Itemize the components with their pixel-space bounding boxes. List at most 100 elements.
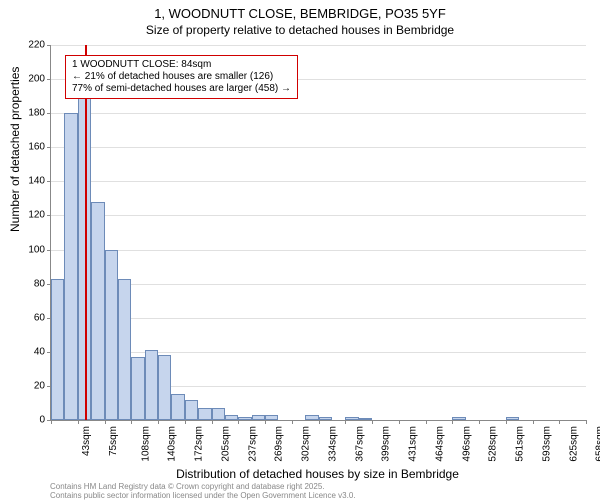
x-tick-mark	[238, 420, 239, 424]
x-tick-mark	[265, 420, 266, 424]
x-tick-label: 399sqm	[381, 426, 392, 462]
bar	[252, 415, 265, 420]
attribution-line-2: Contains public sector information licen…	[50, 492, 356, 501]
gridline	[51, 284, 586, 285]
bar	[105, 250, 118, 420]
marker-line	[85, 45, 87, 420]
bar	[185, 400, 198, 420]
x-tick-mark	[586, 420, 587, 424]
bar	[131, 357, 144, 420]
bar	[64, 113, 77, 420]
x-tick-mark	[506, 420, 507, 424]
y-tick-mark	[47, 181, 51, 182]
x-tick-mark	[78, 420, 79, 424]
x-tick-mark	[131, 420, 132, 424]
x-tick-mark	[292, 420, 293, 424]
x-tick-label: 367sqm	[354, 426, 365, 462]
bar	[118, 279, 131, 420]
gridline	[51, 318, 586, 319]
x-tick-label: 172sqm	[194, 426, 205, 462]
x-tick-mark	[185, 420, 186, 424]
bar	[212, 408, 225, 420]
bar	[238, 417, 251, 420]
bar	[51, 279, 64, 420]
x-tick-label: 205sqm	[220, 426, 231, 462]
x-tick-label: 496sqm	[461, 426, 472, 462]
legend-box: 1 WOODNUTT CLOSE: 84sqm ← 21% of detache…	[65, 55, 298, 99]
x-tick-label: 625sqm	[568, 426, 579, 462]
x-tick-mark	[319, 420, 320, 424]
x-tick-label: 43sqm	[81, 426, 92, 456]
x-tick-label: 108sqm	[140, 426, 151, 462]
y-tick-label: 20	[34, 380, 45, 391]
x-tick-mark	[345, 420, 346, 424]
x-tick-label: 334sqm	[327, 426, 338, 462]
x-tick-label: 140sqm	[167, 426, 178, 462]
y-tick-mark	[47, 215, 51, 216]
x-tick-label: 237sqm	[247, 426, 258, 462]
chart-subtitle: Size of property relative to detached ho…	[0, 23, 600, 37]
legend-line-3: 77% of semi-detached houses are larger (…	[72, 83, 291, 95]
bar	[359, 418, 372, 420]
x-tick-label: 528sqm	[488, 426, 499, 462]
legend-line-2: ← 21% of detached houses are smaller (12…	[72, 71, 291, 83]
y-tick-label: 160	[28, 142, 45, 153]
gridline	[51, 352, 586, 353]
x-tick-label: 464sqm	[434, 426, 445, 462]
bar	[305, 415, 318, 420]
gridline	[51, 181, 586, 182]
y-tick-mark	[47, 250, 51, 251]
x-tick-label: 302sqm	[301, 426, 312, 462]
x-tick-label: 561sqm	[515, 426, 526, 462]
chart-title: 1, WOODNUTT CLOSE, BEMBRIDGE, PO35 5YF	[0, 6, 600, 21]
bar	[158, 355, 171, 420]
x-tick-mark	[559, 420, 560, 424]
bar	[145, 350, 158, 420]
x-tick-mark	[212, 420, 213, 424]
y-tick-label: 40	[34, 346, 45, 357]
bar	[319, 417, 332, 420]
attribution: Contains HM Land Registry data © Crown c…	[50, 483, 356, 501]
x-tick-mark	[372, 420, 373, 424]
y-axis-label: Number of detached properties	[8, 67, 22, 232]
gridline	[51, 250, 586, 251]
x-tick-mark	[399, 420, 400, 424]
y-tick-label: 100	[28, 244, 45, 255]
bar	[225, 415, 238, 420]
x-tick-mark	[105, 420, 106, 424]
y-tick-mark	[47, 79, 51, 80]
y-tick-label: 220	[28, 40, 45, 51]
y-tick-label: 80	[34, 278, 45, 289]
legend-line-1: 1 WOODNUTT CLOSE: 84sqm	[72, 59, 291, 71]
gridline	[51, 215, 586, 216]
y-tick-label: 140	[28, 176, 45, 187]
bar	[345, 417, 358, 420]
x-tick-label: 269sqm	[274, 426, 285, 462]
bar	[91, 202, 104, 420]
x-axis-label: Distribution of detached houses by size …	[50, 467, 585, 481]
bar	[265, 415, 278, 420]
plot-area: 02040608010012014016018020022043sqm75sqm…	[50, 45, 586, 421]
x-tick-label: 658sqm	[595, 426, 600, 462]
x-tick-mark	[158, 420, 159, 424]
x-tick-label: 431sqm	[408, 426, 419, 462]
y-tick-mark	[47, 45, 51, 46]
bar	[452, 417, 465, 420]
gridline	[51, 113, 586, 114]
y-tick-mark	[47, 147, 51, 148]
y-tick-label: 200	[28, 74, 45, 85]
bar	[198, 408, 211, 420]
x-tick-label: 593sqm	[541, 426, 552, 462]
x-tick-mark	[479, 420, 480, 424]
x-tick-label: 75sqm	[108, 426, 119, 456]
bar	[171, 394, 184, 420]
x-tick-mark	[452, 420, 453, 424]
y-tick-label: 60	[34, 312, 45, 323]
gridline	[51, 45, 586, 46]
x-tick-mark	[51, 420, 52, 424]
gridline	[51, 147, 586, 148]
x-tick-mark	[426, 420, 427, 424]
bar	[506, 417, 519, 420]
y-tick-label: 0	[39, 415, 45, 426]
y-tick-mark	[47, 113, 51, 114]
